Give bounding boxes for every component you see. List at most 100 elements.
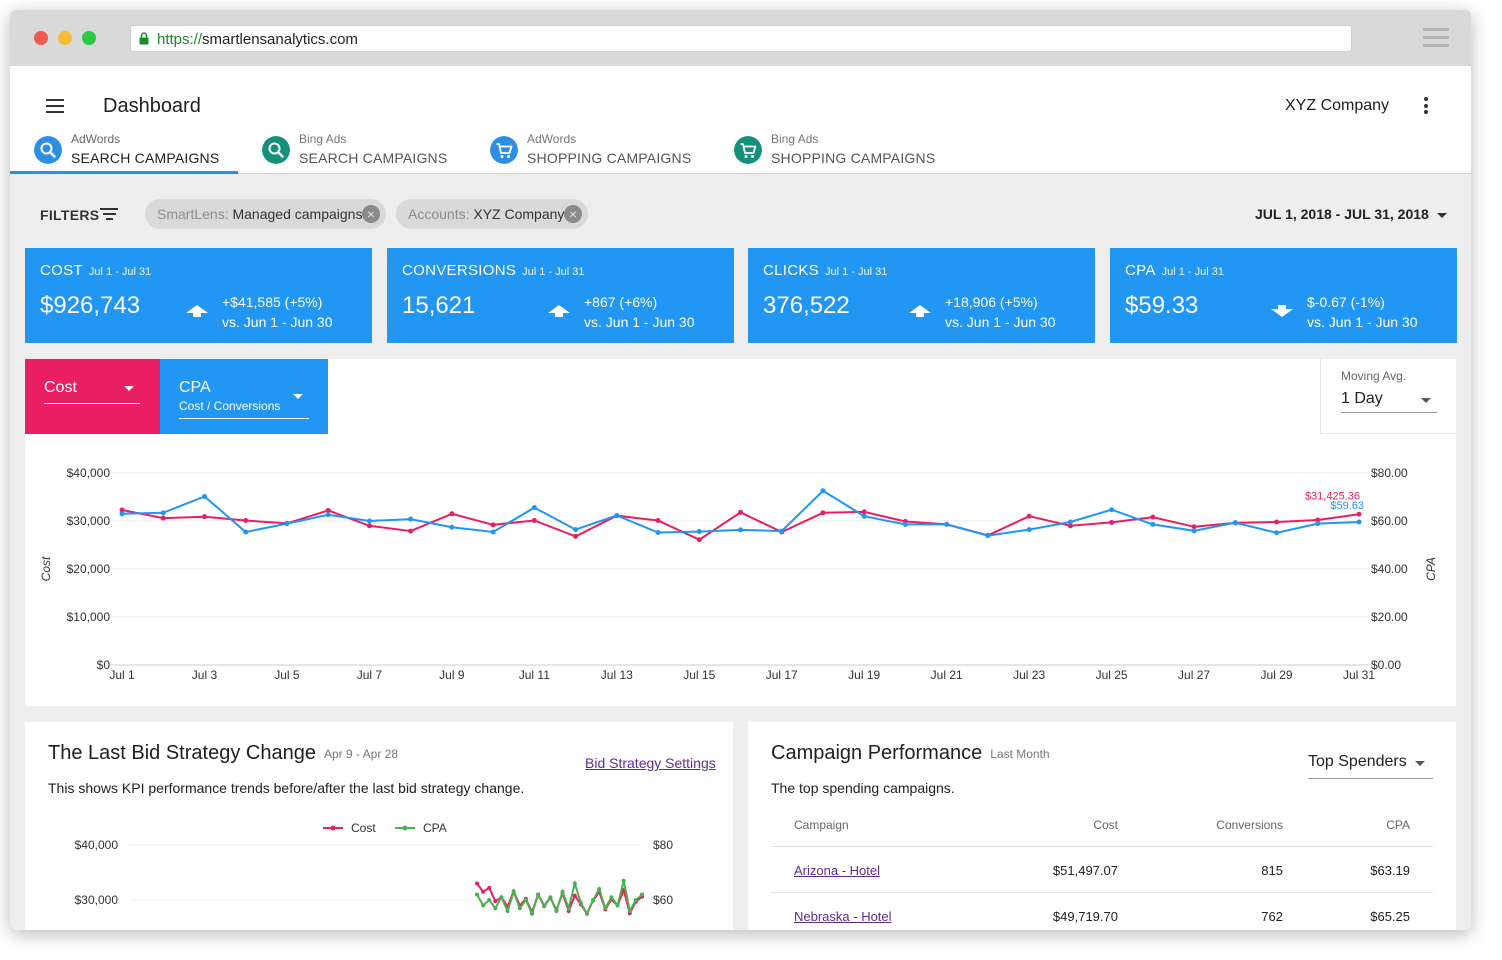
kpi-delta: +18,906 (+5%)	[945, 294, 1038, 310]
data-point-cpa	[1356, 519, 1362, 525]
data-point-cpa	[1191, 528, 1197, 534]
data-point-cpa	[1232, 520, 1238, 526]
address-bar[interactable]: https://smartlensanalytics.com	[130, 25, 1352, 52]
sort-value: Top Spenders	[1308, 753, 1407, 770]
tab-source: AdWords	[71, 132, 121, 146]
data-point-cost	[655, 518, 661, 524]
card-title: Campaign Performance Last Month	[771, 742, 1050, 765]
arrow-down-icon	[1271, 305, 1293, 317]
filter-chip-smartlens[interactable]: SmartLens: Managed campaigns ×	[145, 199, 386, 229]
kpi-period: Jul 1 - Jul 31	[825, 266, 888, 278]
data-point-cpa	[640, 892, 644, 897]
filter-list-icon[interactable]	[100, 208, 118, 222]
tab-bing-search[interactable]: Bing Ads SEARCH CAMPAIGNS	[262, 130, 462, 174]
tab-label: SEARCH CAMPAIGNS	[71, 150, 220, 166]
column-header[interactable]: Cost	[1093, 818, 1118, 832]
column-header[interactable]: Campaign	[794, 818, 849, 832]
data-point-cpa	[475, 892, 479, 897]
data-point-cost	[1274, 519, 1280, 525]
x-tick-label: Jul 7	[357, 668, 383, 682]
data-point-cpa	[615, 903, 620, 908]
x-tick-label: Jul 3	[192, 668, 218, 682]
column-header[interactable]: Conversions	[1216, 818, 1283, 832]
browser-toolbar: https://smartlensanalytics.com	[10, 10, 1471, 66]
primary-metric-select[interactable]: Cost	[25, 359, 160, 434]
data-point-cpa	[1315, 521, 1321, 527]
data-point-cpa	[573, 527, 579, 533]
x-tick-label: Jul 5	[274, 668, 300, 682]
data-point-cpa	[481, 903, 486, 908]
menu-icon[interactable]	[46, 99, 64, 113]
y-tick-label-left: $30,000	[67, 514, 111, 528]
data-point-cpa	[505, 909, 510, 913]
data-point-cpa	[696, 529, 702, 535]
data-point-cpa	[284, 521, 290, 527]
minimize-window-button[interactable]	[58, 31, 72, 45]
campaign-link[interactable]: Arizona - Hotel	[794, 863, 880, 878]
arrow-drop-down-icon	[124, 386, 134, 391]
tab-adwords-shopping[interactable]: AdWords SHOPPING CAMPAIGNS	[490, 130, 710, 174]
end-value-label-cpa: $59.63	[1330, 500, 1364, 512]
bid-strategy-card: The Last Bid Strategy Change Apr 9 - Apr …	[25, 722, 733, 930]
close-window-button[interactable]	[34, 31, 48, 45]
more-vert-icon[interactable]	[1420, 97, 1432, 117]
data-point-cpa	[627, 909, 632, 913]
kpi-card-cost[interactable]: COST Jul 1 - Jul 31 $926,743 +$41,585 (+5…	[25, 248, 372, 343]
cart-icon	[734, 136, 762, 164]
app-header: Dashboard XYZ Company AdWords SEARCH CAM…	[10, 66, 1471, 174]
primary-metric-label: Cost	[44, 379, 77, 396]
kpi-card-cpa[interactable]: CPA Jul 1 - Jul 31 $59.33 $-0.67 (-1%) vs…	[1110, 248, 1457, 343]
table-row: Nebraska - Hotel $49,719.70 762 $65.25	[771, 893, 1433, 930]
date-range-picker[interactable]: JUL 1, 2018 - JUL 31, 2018	[1255, 206, 1447, 222]
x-tick-label: Jul 31	[1343, 668, 1375, 682]
search-icon	[262, 136, 290, 164]
company-name[interactable]: XYZ Company	[1285, 97, 1390, 114]
card-period: Apr 9 - Apr 28	[323, 746, 398, 761]
moving-average-value: 1 Day	[1341, 390, 1383, 407]
x-tick-label: Jul 27	[1178, 668, 1210, 682]
arrow-drop-down-icon	[1415, 761, 1425, 766]
y-tick-label-left: $30,000	[75, 893, 119, 907]
lock-icon	[139, 32, 149, 45]
kpi-period: Jul 1 - Jul 31	[522, 266, 585, 278]
tab-label: SHOPPING CAMPAIGNS	[527, 150, 692, 166]
chip-value: XYZ Company	[473, 206, 565, 222]
kpi-card-conversions[interactable]: CONVERSIONS Jul 1 - Jul 31 15,621 +867 (+…	[387, 248, 734, 343]
conversions-cell: 762	[1261, 909, 1283, 924]
kpi-card-clicks[interactable]: CLICKS Jul 1 - Jul 31 376,522 +18,906 (+5…	[748, 248, 1095, 343]
remove-filter-icon[interactable]: ×	[564, 205, 582, 223]
data-point-cost	[408, 528, 414, 534]
data-point-cpa	[585, 911, 589, 916]
cost-cell: $51,497.07	[1052, 863, 1118, 878]
filters-label[interactable]: FILTERS	[40, 207, 100, 223]
column-header[interactable]: CPA	[1386, 818, 1410, 832]
tab-adwords-search[interactable]: AdWords SEARCH CAMPAIGNS	[34, 130, 238, 174]
data-point-cpa	[554, 909, 559, 913]
campaign-link[interactable]: Nebraska - Hotel	[794, 909, 892, 924]
data-point-cpa	[861, 513, 867, 519]
data-point-cpa	[531, 505, 537, 511]
cart-icon	[490, 136, 518, 164]
table-row: Arizona - Hotel $51,497.07 815 $63.19	[771, 847, 1433, 893]
browser-menu-icon[interactable]	[1423, 28, 1449, 48]
bid-strategy-chart: Cost CPA $40,000 $30,000 $80 $60	[75, 821, 673, 917]
bid-strategy-settings-link[interactable]: Bid Strategy Settings	[585, 755, 716, 771]
data-point-cost	[696, 537, 702, 543]
filter-chip-accounts[interactable]: Accounts: XYZ Company ×	[396, 199, 588, 229]
tab-source: AdWords	[527, 132, 577, 146]
data-point-cost	[1356, 511, 1362, 517]
data-point-cpa	[542, 903, 547, 908]
arrow-up-icon	[548, 305, 570, 317]
data-point-cost	[243, 518, 249, 524]
tab-bing-shopping[interactable]: Bing Ads SHOPPING CAMPAIGNS	[734, 130, 954, 174]
secondary-metric-select[interactable]: CPA Cost / Conversions	[160, 359, 328, 434]
kpi-compare: vs. Jun 1 - Jun 30	[1307, 314, 1418, 330]
maximize-window-button[interactable]	[82, 31, 96, 45]
data-point-cpa	[490, 529, 496, 535]
moving-average-select[interactable]: 1 Day	[1341, 389, 1437, 413]
legend-marker	[330, 825, 336, 831]
y-tick-label-right: $60.00	[1371, 514, 1408, 528]
remove-filter-icon[interactable]: ×	[362, 205, 380, 223]
sort-select[interactable]: Top Spenders	[1308, 752, 1433, 779]
x-tick-label: Jul 29	[1261, 668, 1293, 682]
